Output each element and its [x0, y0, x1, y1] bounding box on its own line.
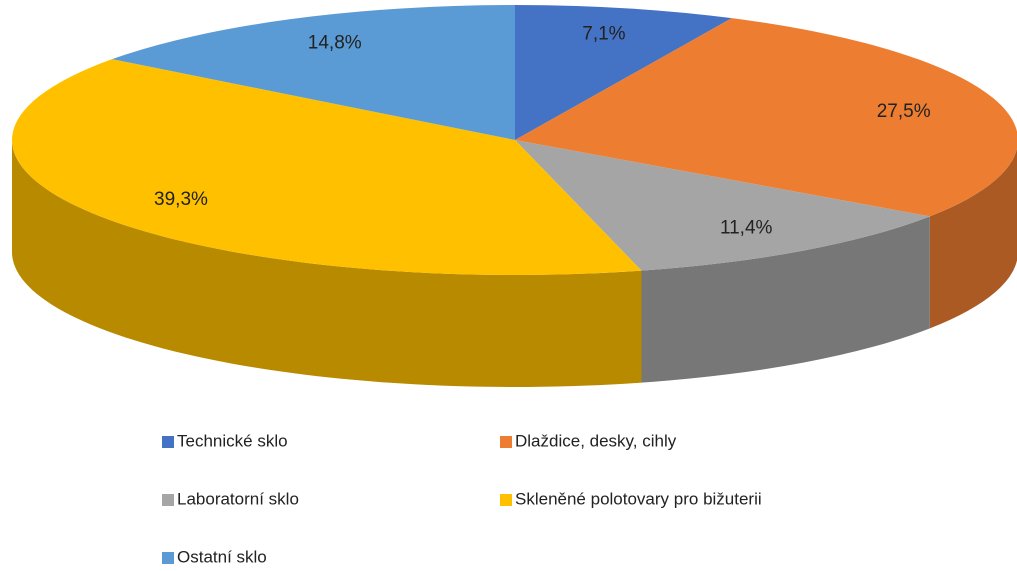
legend-label: Skleněné polotovary pro bižuterii [515, 489, 762, 508]
legend-swatch [162, 436, 174, 448]
legend: Technické sklo Dlaždice, desky, cihly Labo… [162, 431, 762, 566]
legend-swatch [162, 494, 174, 506]
data-label: 7,1% [582, 24, 625, 45]
data-labels: 7,1% 27,5% 11,4% 39,3% 14,8% [154, 24, 931, 239]
pie-slice [112, 5, 515, 140]
legend-label: Technické sklo [177, 431, 288, 450]
data-label: 11,4% [720, 217, 773, 238]
pie-side [12, 140, 642, 387]
pie-slice [515, 140, 930, 271]
pie-sides [12, 140, 1017, 387]
pie-top [11, 5, 1017, 275]
legend-swatch [162, 552, 174, 564]
pie-slice [11, 59, 642, 275]
data-label: 27,5% [877, 101, 931, 122]
legend-label: Dlaždice, desky, cihly [515, 431, 677, 450]
data-label: 39,3% [154, 189, 208, 210]
pie-side [929, 148, 1017, 329]
legend-swatch [500, 494, 512, 506]
pie-slice [515, 5, 732, 140]
legend-swatch [500, 436, 512, 448]
legend-label: Ostatní sklo [177, 547, 267, 566]
data-label: 14,8% [308, 32, 362, 53]
pie-slice [515, 18, 1017, 217]
legend-label: Laboratorní sklo [177, 489, 299, 508]
pie-side [641, 216, 930, 383]
